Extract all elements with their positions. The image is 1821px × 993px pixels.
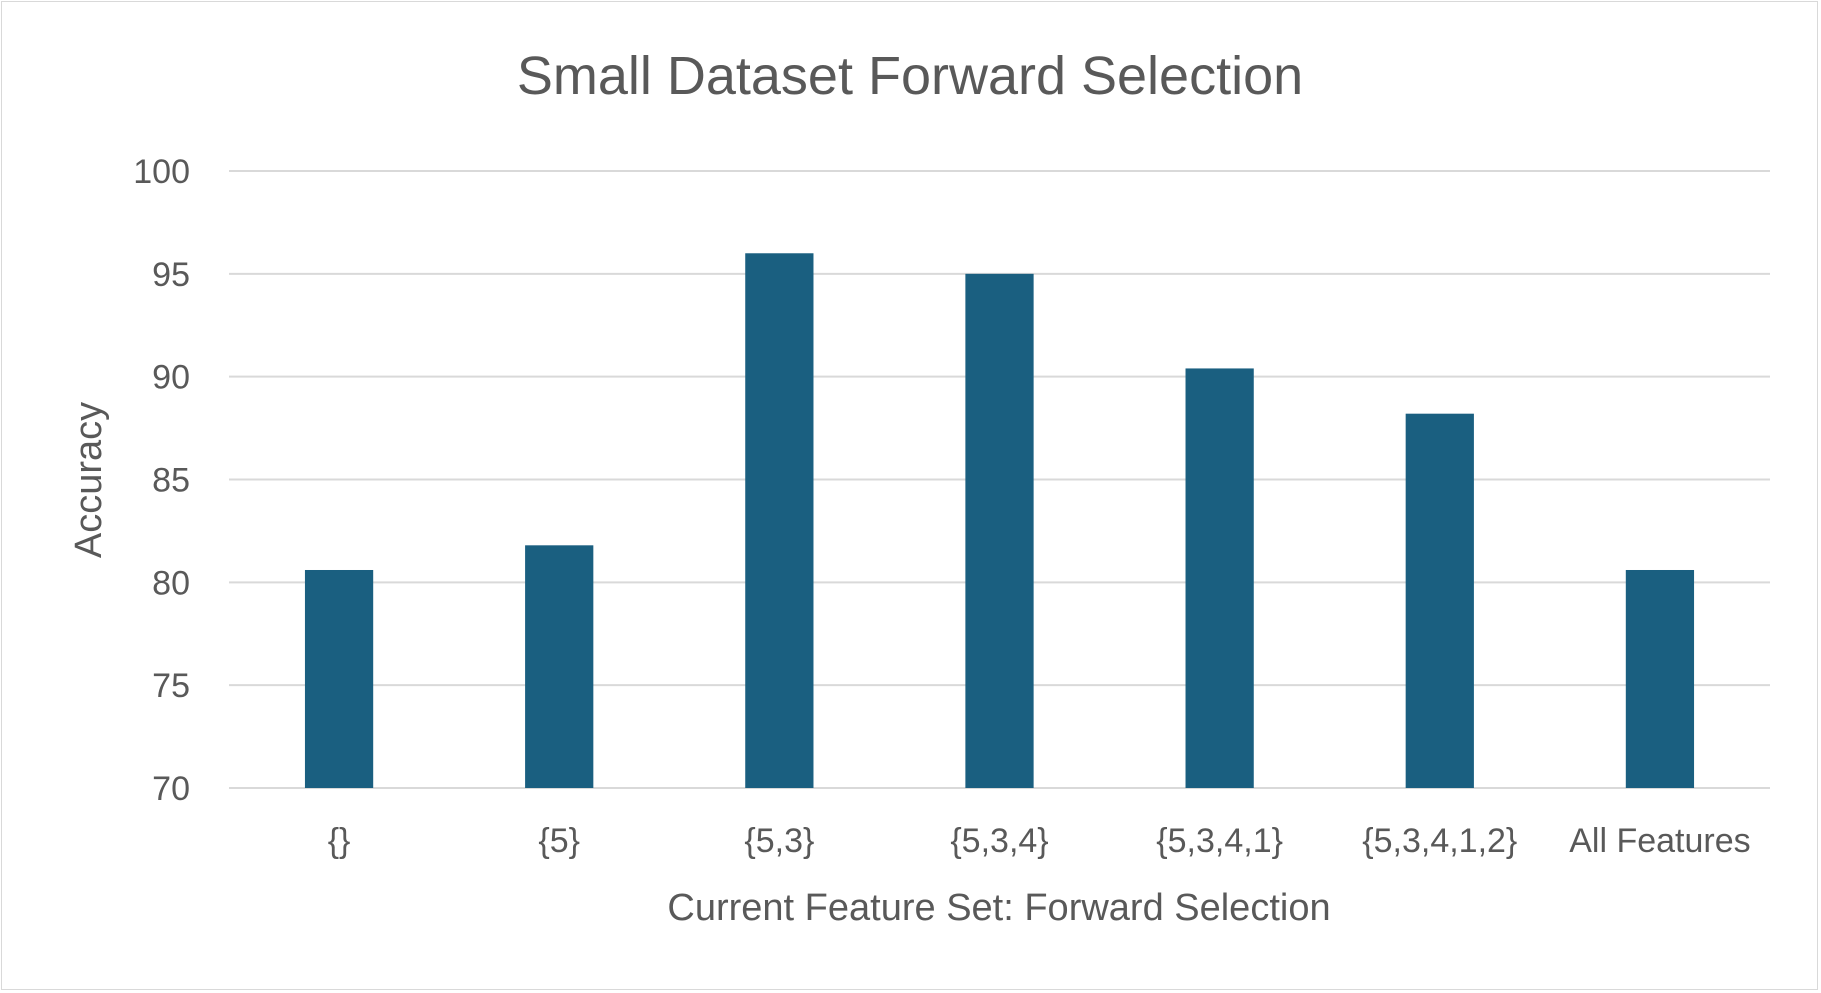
x-tick-label: {5,3,4,1,2} [1362,822,1517,860]
bar [304,569,374,788]
bar [1625,569,1695,788]
y-tick-label: 75 [152,667,190,705]
x-axis-title: Current Feature Set: Forward Selection [667,887,1330,929]
y-axis-title: Accuracy [68,402,110,558]
x-tick-label: All Features [1569,822,1750,860]
bars [304,253,1695,788]
y-tick-label: 100 [133,153,190,191]
y-tick-label: 90 [152,359,190,397]
y-axis-ticks: 70 75 80 85 90 95 100 [133,153,190,808]
x-tick-label: {5,3,4} [950,822,1048,860]
x-tick-label: {5,3,4,1} [1156,822,1283,860]
bar [745,253,814,788]
y-tick-label: 85 [152,462,190,500]
x-axis-ticks: {} {5} {5,3} {5,3,4} {5,3,4,1} {5,3,4,1,2} All… [328,822,1751,860]
bar [525,545,594,788]
x-tick-label: {5} [538,822,580,860]
y-tick-label: 95 [152,256,190,294]
bar [1185,368,1254,788]
bar [1405,413,1474,788]
x-tick-label: {} [328,822,351,860]
x-tick-label: {5,3} [744,822,814,860]
y-tick-label: 80 [152,564,190,602]
bar [965,273,1034,788]
chart-title: Small Dataset Forward Selection [517,46,1303,106]
y-tick-label: 70 [152,770,190,808]
